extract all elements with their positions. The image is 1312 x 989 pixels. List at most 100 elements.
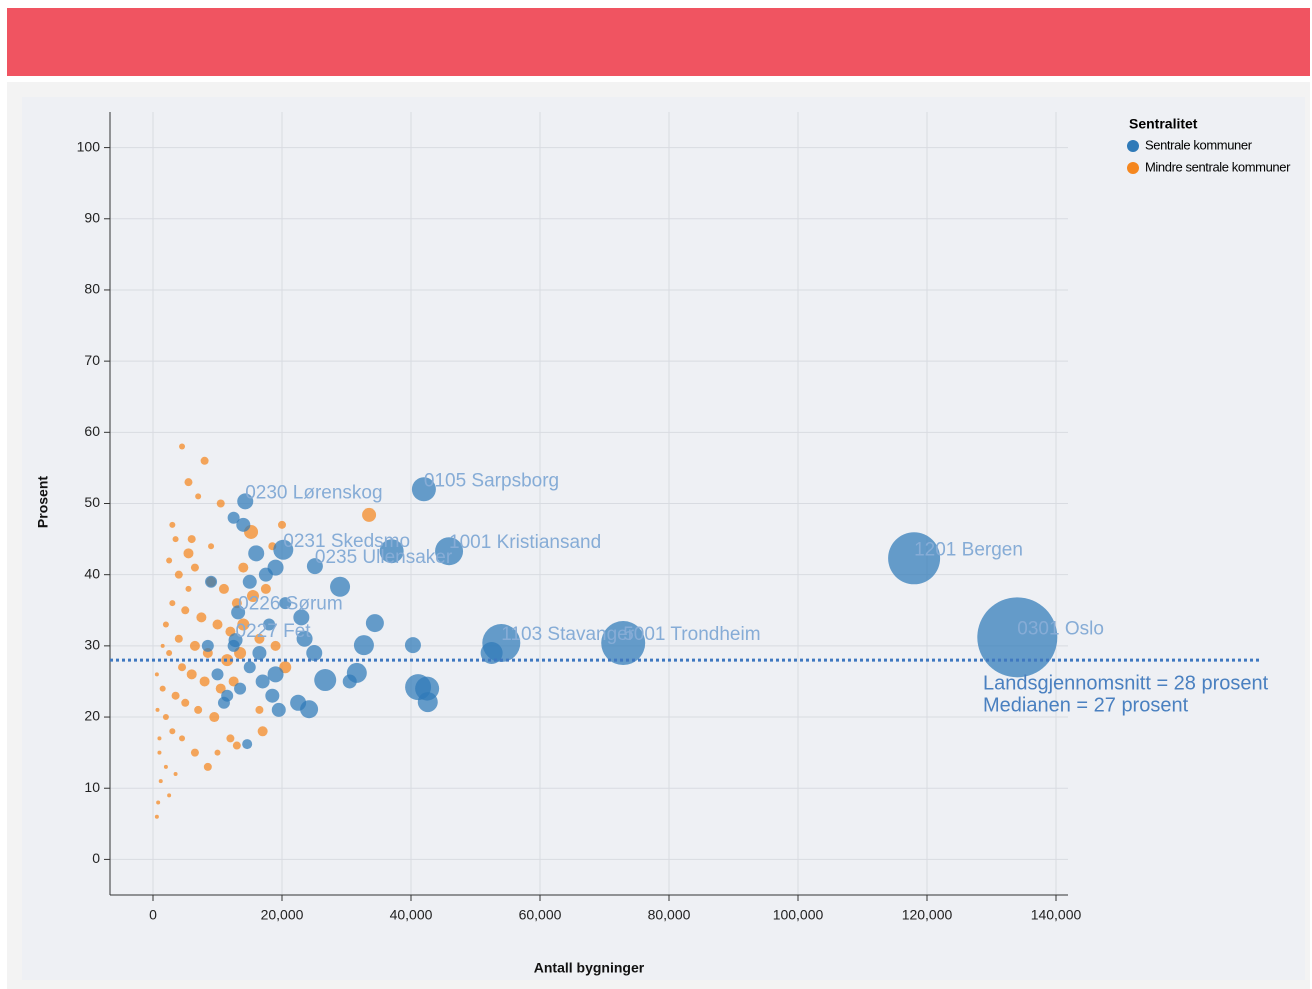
bubble	[254, 633, 265, 644]
bubble	[278, 520, 287, 529]
bubble	[228, 676, 239, 687]
bubble	[155, 707, 160, 712]
legend-label: Mindre sentrale kommuner	[1145, 159, 1291, 174]
bubble	[179, 443, 186, 450]
x-tick-label: 120,000	[902, 907, 953, 923]
bubble	[218, 583, 229, 594]
y-tick-label: 100	[77, 138, 101, 154]
bubble	[279, 597, 292, 610]
point-label: 0227 Fet	[236, 621, 312, 642]
bubble	[179, 735, 186, 742]
bubble	[435, 537, 464, 566]
bubble	[306, 644, 323, 661]
bubble	[265, 688, 280, 703]
legend-label: Sentrale kommuner	[1145, 137, 1253, 152]
bubble	[216, 499, 225, 508]
point-label: 5001 Trondheim	[623, 624, 760, 645]
bubble	[314, 669, 337, 692]
bubble	[156, 800, 161, 805]
x-tick-label: 100,000	[773, 907, 824, 923]
bubble	[243, 661, 256, 674]
bubble	[271, 702, 286, 717]
bubble	[293, 609, 310, 626]
bubble	[263, 618, 276, 631]
bubble	[181, 606, 190, 615]
bubble	[255, 705, 264, 714]
bubble	[211, 668, 224, 681]
bubble	[163, 764, 168, 769]
bubble	[162, 621, 169, 628]
bubble	[172, 536, 179, 543]
bubble	[221, 654, 234, 667]
bubble	[306, 558, 323, 575]
bubble	[232, 741, 241, 750]
y-tick-label: 0	[92, 850, 100, 866]
x-axis-title: Antall bygninger	[534, 960, 645, 976]
bubble	[183, 548, 194, 559]
bubble	[379, 539, 404, 564]
y-tick-label: 20	[84, 708, 100, 724]
point-label: 0301 Oslo	[1017, 618, 1104, 639]
bubble	[888, 532, 941, 585]
bubble	[231, 605, 246, 620]
bubble	[226, 734, 235, 743]
bubble	[162, 714, 169, 721]
bubble	[158, 779, 163, 784]
bubble	[181, 698, 190, 707]
legend-swatch	[1127, 140, 1139, 152]
x-tick-label: 40,000	[390, 907, 433, 923]
bubble	[217, 696, 230, 709]
bubble	[342, 674, 357, 689]
bubble	[185, 585, 192, 592]
plot-panel	[22, 97, 1305, 980]
y-tick-label: 90	[84, 209, 100, 225]
point-label: 0231 Skedsmo	[283, 531, 410, 552]
bubble	[227, 511, 240, 524]
bubble	[977, 597, 1058, 678]
bubble	[234, 682, 247, 695]
bubble	[215, 683, 226, 694]
bubble	[174, 634, 183, 643]
bubble	[601, 621, 646, 666]
bubble	[404, 637, 421, 654]
bubble	[480, 641, 503, 664]
bubble	[201, 639, 214, 652]
bubble	[171, 691, 180, 700]
bubble	[187, 535, 196, 544]
bubble	[203, 762, 212, 771]
bubble	[237, 493, 254, 510]
point-label: 1103 Stavanger	[501, 624, 634, 645]
x-tick-label: 80,000	[648, 907, 691, 923]
bubble	[169, 728, 176, 735]
bubble	[242, 574, 257, 589]
y-tick-label: 40	[84, 565, 100, 581]
y-tick-label: 10	[84, 779, 100, 795]
bubble	[242, 739, 253, 750]
point-label: 0105 Sarpsborg	[424, 470, 559, 491]
y-tick-label: 30	[84, 637, 100, 653]
bubble	[169, 521, 176, 528]
bubble	[227, 639, 240, 652]
bubble	[178, 663, 187, 672]
point-label: 1001 Kristiansand	[449, 532, 601, 553]
bubble	[196, 612, 207, 623]
bubble	[236, 517, 251, 532]
bubble	[167, 793, 172, 798]
bubble	[270, 640, 281, 651]
bubble	[159, 685, 166, 692]
bubble	[190, 748, 199, 757]
bubble	[199, 676, 210, 687]
bubble	[208, 543, 215, 550]
bubble	[365, 614, 384, 633]
bubble	[362, 507, 377, 522]
point-label: 0235 Ullensaker	[315, 547, 453, 568]
bubble	[205, 575, 218, 588]
bubble	[257, 726, 268, 737]
bubble	[246, 590, 259, 603]
bubble	[166, 557, 173, 564]
bubble	[296, 630, 313, 647]
point-label: 0230 Lørenskog	[245, 482, 382, 503]
bubble	[273, 539, 294, 560]
bubble	[212, 619, 223, 630]
y-tick-label: 80	[84, 281, 100, 297]
